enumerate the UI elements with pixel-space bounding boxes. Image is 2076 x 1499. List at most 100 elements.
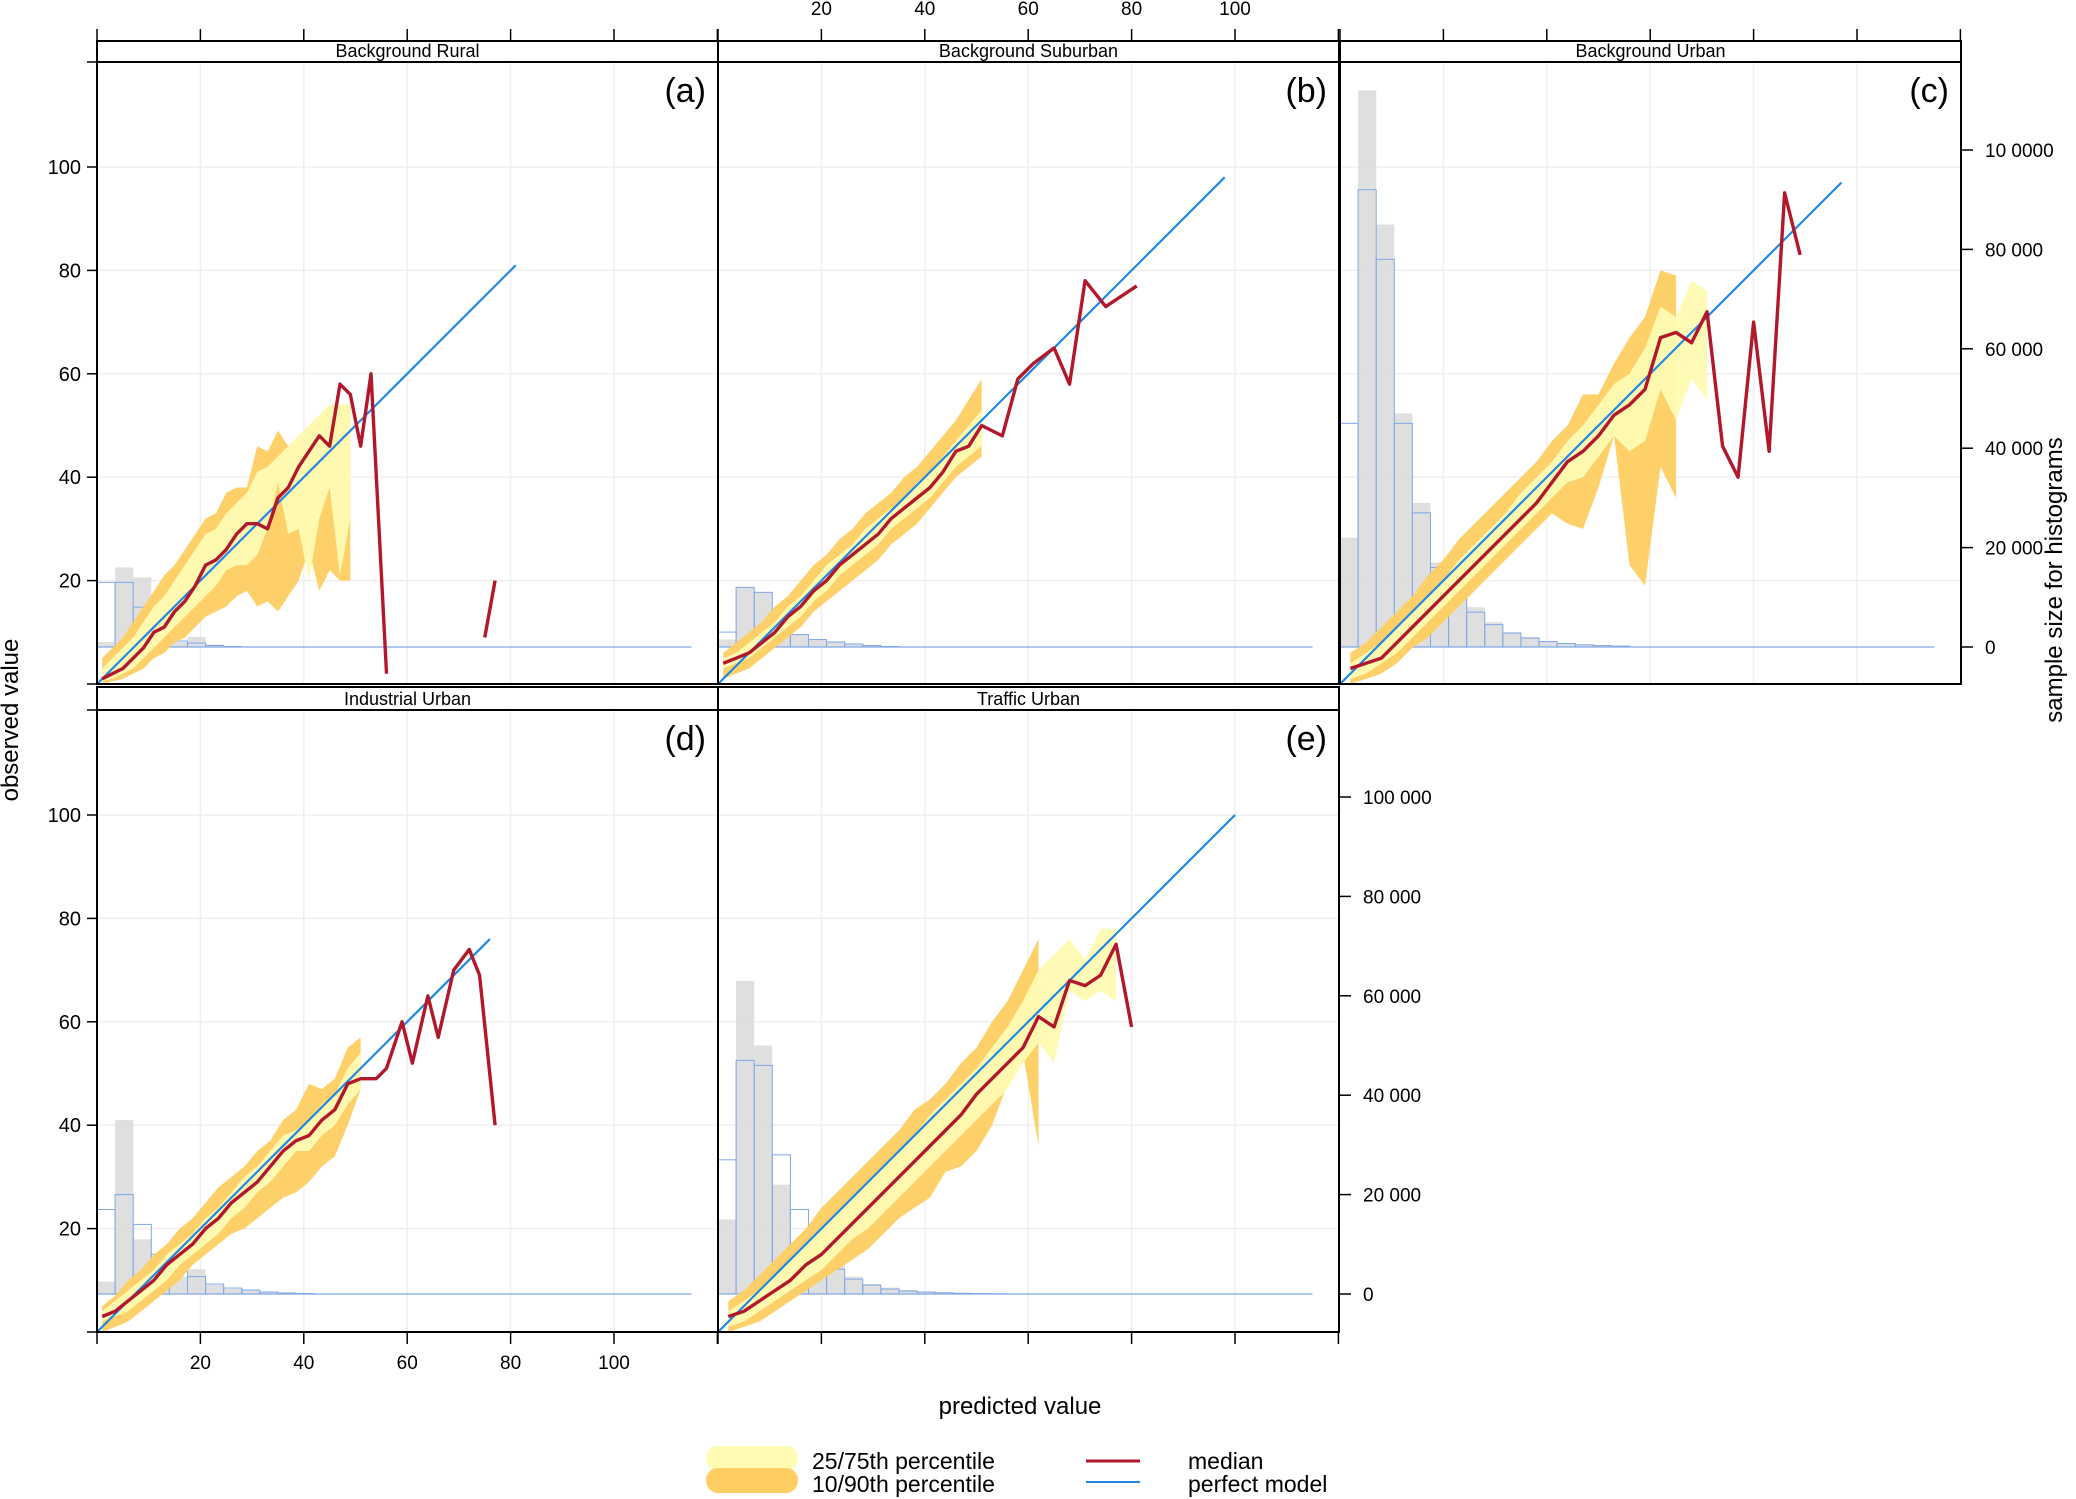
band-10-90 <box>728 939 1039 1332</box>
histogram-observed-bar <box>205 1285 224 1294</box>
panel-label: (e) <box>1285 720 1327 758</box>
legend-label-25-75: 25/75th percentile <box>812 1448 995 1474</box>
strip-title: Background Rural <box>335 41 479 61</box>
panel-label: (d) <box>664 720 706 758</box>
y-axis-title: observed value <box>0 639 24 802</box>
histogram-observed-bar <box>187 637 206 647</box>
legend-swatch-10-90 <box>706 1468 798 1493</box>
histogram-observed-bar <box>259 1292 278 1294</box>
x-tick-label-top: 20 <box>811 0 832 20</box>
panel-plot-area <box>97 62 718 684</box>
median-line <box>722 279 1138 665</box>
y2-tick-label: 80 000 <box>1363 887 1421 908</box>
x-tick-label-bottom: 60 <box>397 1353 418 1374</box>
y2-tick-label: 20 000 <box>1363 1186 1421 1207</box>
histogram-observed-bar <box>718 1219 737 1294</box>
y-tick-label: 100 <box>48 805 81 827</box>
x-tick-label-bottom: 20 <box>190 1353 211 1374</box>
histogram-observed-bar <box>1557 643 1576 647</box>
histogram-predicted-bar <box>97 581 116 648</box>
y-tick-label: 60 <box>59 1012 81 1034</box>
strip-title: Background Urban <box>1575 41 1725 61</box>
x-tick-label-bottom: 100 <box>598 1353 630 1374</box>
x-tick-label-bottom: 40 <box>293 1353 314 1374</box>
histogram-observed-bar <box>1466 607 1485 647</box>
histogram-observed-bar <box>169 642 188 647</box>
y-tick-label: 100 <box>48 157 81 179</box>
x-tick-label-top: 60 <box>1018 0 1039 20</box>
histogram-observed-bar <box>1502 632 1521 647</box>
legend-label-10-90: 10/90th percentile <box>812 1471 995 1497</box>
panel-plot-area <box>718 710 1339 1332</box>
band-10-90 <box>1350 270 1677 684</box>
histogram-predicted-bar <box>97 1209 116 1295</box>
histogram-observed-bar <box>115 567 134 647</box>
y-tick-label: 40 <box>59 467 81 489</box>
y2-tick-label: 0 <box>1985 638 1996 659</box>
legend-label-median: median <box>1188 1448 1263 1474</box>
histogram-observed-bar <box>844 1276 863 1294</box>
y2-tick-label: 60 000 <box>1363 987 1421 1008</box>
histogram-observed-bar <box>718 639 737 647</box>
panel-label: (c) <box>1909 72 1949 110</box>
y-tick-label: 80 <box>59 908 81 930</box>
band-25-75 <box>102 404 351 682</box>
y2-tick-label: 20 000 <box>1985 539 2043 560</box>
y2-tick-label: 60 000 <box>1985 340 2043 361</box>
median-line <box>101 372 389 681</box>
histogram-observed-bar <box>223 1289 242 1294</box>
perfect-model-line <box>1340 181 1843 684</box>
panel-background-rural: Background Rural (a) 20 40 60 80 100 <box>48 29 719 685</box>
band-10-90 <box>723 378 982 679</box>
x-tick-label-top: 40 <box>914 0 935 20</box>
histogram-observed-bar <box>880 1287 899 1294</box>
panels-layer: Background Rural (a) 20 40 60 80 100 Background… <box>48 0 2054 1374</box>
panel-label: (a) <box>664 72 706 110</box>
histogram-observed-bar <box>790 634 809 647</box>
median-line <box>1349 191 1802 671</box>
perfect-model-line <box>97 938 491 1332</box>
histogram-observed-bar <box>187 1269 206 1294</box>
y2-tick-label: 40 000 <box>1363 1086 1421 1107</box>
panel-plot-area <box>1340 62 1961 684</box>
x-tick-label-top: 100 <box>1219 0 1251 20</box>
histogram-observed-bar <box>754 1045 773 1294</box>
panel-industrial-urban: Industrial Urban (d) 20 40 60 80 100 20 40 60 80 10… <box>48 686 719 1374</box>
histogram-observed-bar <box>862 645 881 647</box>
perfect-model-line <box>97 264 517 684</box>
median-line-segment <box>483 580 497 638</box>
histogram-observed-bar <box>1340 537 1359 647</box>
legend-label-perfect: perfect model <box>1188 1471 1327 1497</box>
y2-tick-label: 10 0000 <box>1985 141 2054 162</box>
histogram-observed-bar <box>1520 637 1540 647</box>
y-tick-label: 40 <box>59 1115 81 1137</box>
y2-tick-label: 100 000 <box>1363 788 1432 809</box>
strip-title: Industrial Urban <box>344 689 471 709</box>
histogram-observed-bar <box>1358 90 1377 648</box>
histogram-observed-bar <box>844 644 863 647</box>
histogram-observed-bar <box>736 980 755 1294</box>
strip-box <box>717 686 1340 711</box>
strip-title: Traffic Urban <box>977 689 1080 709</box>
histogram-observed-bar <box>808 639 827 647</box>
y2-tick-label: 40 000 <box>1985 439 2043 460</box>
median-line <box>727 942 1134 1319</box>
legend: 25/75th percentile 10/90th percentile me… <box>706 1446 1327 1497</box>
histogram-observed-bar <box>826 642 845 647</box>
legend-swatch-25-75 <box>706 1446 798 1471</box>
histogram-observed-bar <box>97 642 116 647</box>
histogram-observed-bar <box>115 1120 134 1294</box>
y2-axis-title: sample size for histograms <box>2041 437 2068 722</box>
histogram-observed-bar <box>1484 622 1503 647</box>
histogram-observed-bar <box>1394 413 1413 647</box>
histogram-observed-bar <box>898 1290 918 1294</box>
panel-plot-area <box>97 710 718 1332</box>
median-line <box>101 947 497 1319</box>
y-tick-label: 20 <box>59 1219 81 1241</box>
y-tick-label: 80 <box>59 260 81 282</box>
panel-background-suburban: Background Suburban (b) 20 40 60 80 100 <box>717 0 1340 685</box>
histogram-observed-bar <box>1539 641 1558 647</box>
histogram-observed-bar <box>1376 224 1395 648</box>
histogram-observed-bar <box>241 1290 260 1294</box>
